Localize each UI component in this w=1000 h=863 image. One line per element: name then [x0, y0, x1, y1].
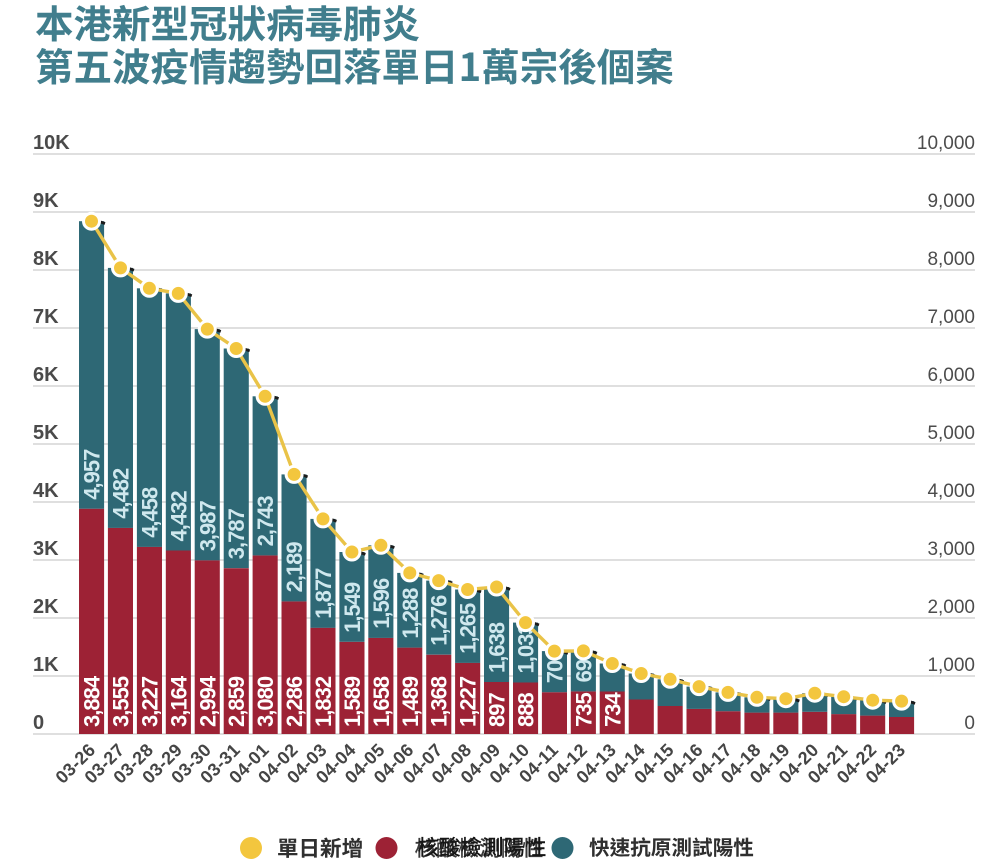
- svg-text:4,957: 4,957: [80, 449, 105, 500]
- svg-text:4,000: 4,000: [927, 481, 975, 502]
- svg-text:1,288: 1,288: [398, 588, 423, 639]
- svg-text:1,549: 1,549: [340, 582, 365, 633]
- svg-text:9,000: 9,000: [927, 191, 975, 212]
- svg-text:8K: 8K: [33, 248, 59, 270]
- svg-text:3,555: 3,555: [109, 676, 134, 727]
- svg-text:9K: 9K: [33, 190, 59, 212]
- svg-text:0: 0: [33, 712, 44, 734]
- svg-text:2,743: 2,743: [253, 496, 278, 547]
- svg-text:3,884: 3,884: [80, 675, 105, 727]
- svg-text:3,000: 3,000: [927, 539, 975, 560]
- svg-text:897: 897: [485, 693, 510, 727]
- svg-text:2,994: 2,994: [195, 675, 220, 727]
- svg-text:2K: 2K: [33, 596, 59, 618]
- svg-text:1,638: 1,638: [485, 622, 510, 673]
- svg-text:734: 734: [600, 692, 625, 727]
- svg-text:3K: 3K: [33, 538, 59, 560]
- svg-text:10K: 10K: [33, 132, 70, 154]
- svg-text:1K: 1K: [33, 654, 59, 676]
- svg-text:888: 888: [514, 693, 539, 727]
- svg-text:4,458: 4,458: [137, 487, 162, 538]
- svg-text:4K: 4K: [33, 480, 59, 502]
- svg-text:3,987: 3,987: [195, 500, 220, 551]
- svg-text:7K: 7K: [33, 306, 59, 328]
- svg-text:1,368: 1,368: [427, 676, 452, 727]
- svg-text:6,000: 6,000: [927, 365, 975, 386]
- svg-text:1,596: 1,596: [369, 578, 394, 629]
- svg-text:3,080: 3,080: [253, 676, 278, 727]
- svg-text:1,265: 1,265: [456, 603, 481, 654]
- svg-text:8,000: 8,000: [927, 249, 975, 270]
- svg-text:1,000: 1,000: [927, 655, 975, 676]
- svg-text:1,877: 1,877: [311, 568, 336, 619]
- svg-text:3,164: 3,164: [166, 675, 191, 727]
- svg-text:5,000: 5,000: [927, 423, 975, 444]
- svg-text:2,286: 2,286: [282, 676, 307, 727]
- svg-text:3,787: 3,787: [224, 508, 249, 559]
- svg-text:7,000: 7,000: [927, 307, 975, 328]
- svg-text:1,658: 1,658: [369, 676, 394, 727]
- svg-text:2,189: 2,189: [282, 542, 307, 593]
- svg-text:4,482: 4,482: [109, 468, 134, 519]
- svg-text:1,227: 1,227: [456, 676, 481, 727]
- svg-text:1,589: 1,589: [340, 676, 365, 727]
- svg-text:2,000: 2,000: [927, 597, 975, 618]
- svg-text:1,276: 1,276: [427, 595, 452, 646]
- svg-text:6K: 6K: [33, 364, 59, 386]
- svg-text:3,227: 3,227: [137, 676, 162, 727]
- svg-text:4,432: 4,432: [166, 491, 191, 542]
- svg-text:1,489: 1,489: [398, 676, 423, 727]
- svg-text:5K: 5K: [33, 422, 59, 444]
- svg-text:2,859: 2,859: [224, 676, 249, 727]
- svg-text:0: 0: [964, 713, 975, 734]
- svg-text:10,000: 10,000: [917, 133, 975, 154]
- svg-text:735: 735: [571, 693, 596, 727]
- svg-text:1,832: 1,832: [311, 676, 336, 727]
